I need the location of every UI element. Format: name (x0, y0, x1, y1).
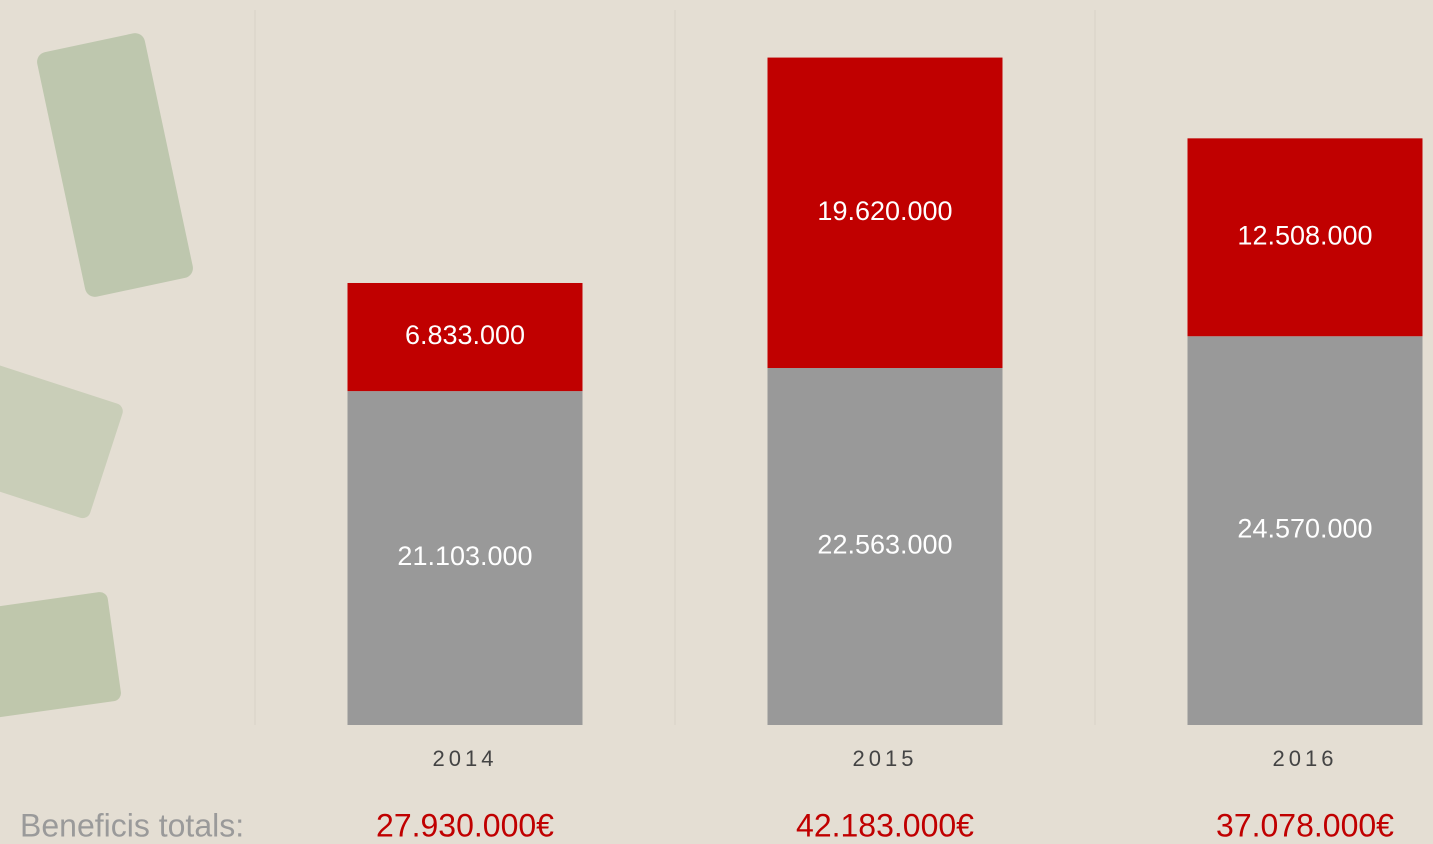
value-label: 22.563.000 (817, 530, 952, 560)
money-decoration (0, 31, 195, 718)
value-label: 21.103.000 (397, 541, 532, 571)
total-value: 37.078.000€ (1216, 807, 1394, 843)
page: {"chart_data": {"type": "stacked-bar", "… (0, 0, 1433, 844)
banknote (0, 360, 125, 520)
value-label: 6.833.000 (405, 320, 525, 350)
x-tick-label: 2016 (1273, 746, 1338, 771)
x-tick-label: 2015 (853, 746, 918, 771)
banknote (0, 591, 122, 719)
value-label: 19.620.000 (817, 196, 952, 226)
value-label: 12.508.000 (1237, 220, 1372, 250)
totals-label: Beneficis totals: (20, 807, 244, 843)
chart: Beneficis totals: 21.103.000 6.833.000 201… (0, 0, 1433, 844)
x-tick-label: 2014 (433, 746, 498, 771)
total-value: 42.183.000€ (796, 807, 974, 843)
total-value: 27.930.000€ (376, 807, 554, 843)
banknote (35, 31, 195, 298)
value-label: 24.570.000 (1237, 514, 1372, 544)
